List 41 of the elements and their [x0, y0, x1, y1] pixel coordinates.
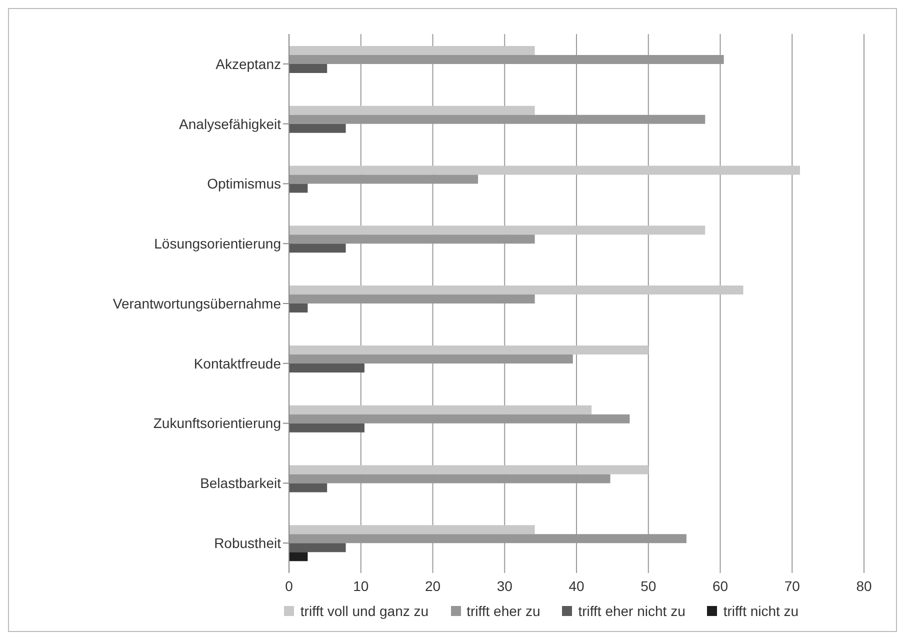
bar [289, 525, 535, 534]
bar [289, 483, 328, 492]
x-tick-label: 70 [784, 578, 800, 594]
bar [289, 166, 800, 175]
legend-label: trifft eher zu [466, 603, 540, 619]
x-tick-label: 60 [712, 578, 728, 594]
y-tick-label: Belastbarkeit [200, 475, 282, 492]
bar [289, 552, 308, 562]
bar [289, 106, 535, 115]
x-tick-label: 30 [496, 578, 513, 594]
y-tick-label: Optimismus [207, 176, 281, 192]
y-tick-label: Kontaktfreude [194, 355, 282, 372]
legend-label: trifft nicht zu [723, 603, 799, 619]
bar [289, 423, 364, 432]
bar [289, 304, 308, 313]
bar [289, 46, 535, 55]
x-tick-label: 20 [424, 578, 441, 594]
bar [289, 124, 346, 133]
legend-label: trifft eher nicht zu [578, 603, 686, 619]
y-tick-label: Analysefähigkeit [179, 116, 282, 132]
bar [289, 226, 706, 235]
x-tick-label: 80 [856, 578, 872, 594]
y-tick-label: Zukunftsorientierung [153, 415, 281, 432]
bar [289, 465, 648, 474]
legend-label: trifft voll und ganz zu [300, 603, 429, 619]
bar [289, 345, 648, 354]
x-tick-label: 40 [568, 578, 584, 594]
bar [289, 543, 346, 552]
x-tick-label: 50 [640, 578, 656, 594]
bar [289, 363, 364, 372]
y-tick-label: Lösungsorientierung [154, 236, 281, 252]
bar [289, 244, 346, 253]
y-tick-label: Verantwortungsübernahme [112, 295, 282, 312]
y-tick-label: Akzeptanz [216, 56, 281, 72]
x-tick-label: 10 [353, 578, 369, 594]
bar [289, 286, 744, 295]
y-tick-label: Robustheit [214, 535, 282, 552]
bar [289, 405, 592, 414]
bar [289, 184, 308, 193]
x-tick-label: 0 [285, 578, 294, 594]
bar [289, 64, 328, 73]
